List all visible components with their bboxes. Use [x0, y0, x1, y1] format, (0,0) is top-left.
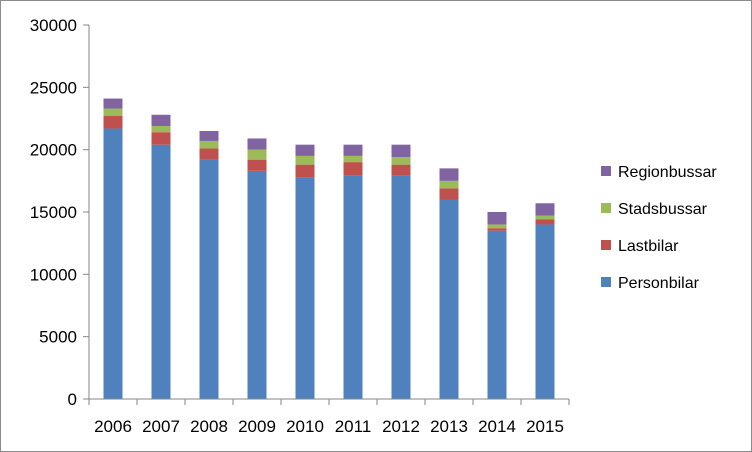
bar-segment [295, 164, 315, 178]
bar-segment [247, 159, 267, 171]
bar-segment [151, 125, 171, 133]
bar-segment [535, 224, 555, 399]
legend-swatch [601, 277, 611, 287]
bar-segment [439, 180, 459, 189]
axes-group: 2006 2007 2008 2009 2010 2011 2012 2013 2014 2015… [30, 16, 570, 436]
bar-segment [295, 155, 315, 165]
bar-segment [199, 140, 219, 149]
bar-segment [247, 170, 267, 399]
legend-label: Stadsbussar [618, 201, 708, 218]
y-tick-label: 20000 [30, 141, 77, 160]
bar-segment [535, 203, 555, 216]
bar-segment [103, 108, 123, 117]
bar-segment [487, 228, 507, 231]
y-tick-label: 5000 [39, 328, 77, 347]
bar-segment [439, 168, 459, 181]
bar-segment [343, 144, 363, 156]
x-tick-label: 2012 [382, 417, 420, 436]
bar-segment [103, 98, 123, 109]
legend: Regionbussar Stadsbussar Lastbilar Personbi… [601, 164, 717, 292]
x-tick-label: 2008 [190, 417, 228, 436]
x-tick-label: 2013 [430, 417, 468, 436]
y-tick-label: 25000 [30, 78, 77, 97]
bar-segment [439, 188, 459, 200]
x-tick-label: 2009 [238, 417, 276, 436]
bar-segment [247, 149, 267, 160]
bar-segment [295, 177, 315, 399]
bar-segment [391, 144, 411, 158]
bar-segment [343, 162, 363, 176]
bar-segment [487, 230, 507, 399]
bar-segment [247, 138, 267, 150]
bar-segment [535, 219, 555, 225]
x-tick-label: 2006 [94, 417, 132, 436]
legend-swatch [601, 166, 611, 176]
bar-segment [151, 132, 171, 145]
legend-label: Lastbilar [618, 238, 679, 255]
y-tick-label: 30000 [30, 16, 77, 35]
bar-segment [391, 157, 411, 165]
bar-segment [343, 155, 363, 163]
legend-label: Regionbussar [618, 164, 717, 181]
legend-swatch [601, 240, 611, 250]
x-tick-label: 2011 [335, 417, 372, 436]
legend-label: Personbilar [618, 275, 700, 292]
bar-segment [391, 164, 411, 176]
bar-segment [151, 144, 171, 399]
x-tick-label: 2007 [142, 417, 180, 436]
x-tick-label: 2015 [526, 417, 564, 436]
bar-segment [295, 144, 315, 156]
bar-segment [151, 114, 171, 126]
legend-swatch [601, 203, 611, 213]
bar-segment [343, 175, 363, 399]
bar-segment [103, 116, 123, 129]
x-tick-label: 2014 [478, 417, 516, 436]
y-tick-label: 10000 [30, 265, 77, 284]
bar-segment [199, 130, 219, 141]
bars-group [103, 98, 555, 399]
bar-segment [487, 224, 507, 229]
bar-segment [199, 148, 219, 160]
bar-segment [535, 215, 555, 220]
y-tick-label: 0 [68, 390, 77, 409]
y-tick-label: 15000 [30, 203, 77, 222]
x-tick-label: 2010 [286, 417, 324, 436]
bar-segment [439, 199, 459, 399]
bar-segment [199, 159, 219, 399]
bar-segment [391, 175, 411, 399]
bar-segment [487, 212, 507, 225]
bar-segment [103, 128, 123, 399]
